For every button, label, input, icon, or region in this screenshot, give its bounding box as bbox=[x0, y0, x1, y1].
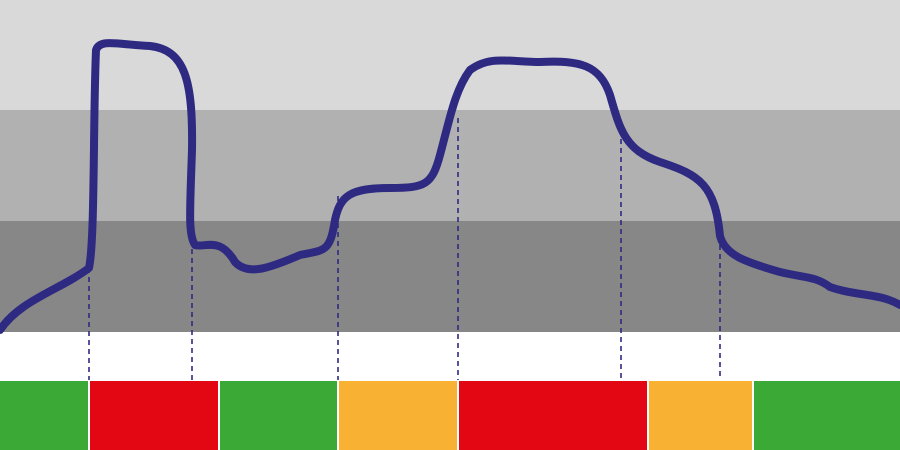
segment-red-1 bbox=[90, 381, 218, 450]
transition-lines bbox=[88, 118, 721, 380]
band-low bbox=[0, 221, 900, 332]
segment-orange-2 bbox=[649, 381, 752, 450]
segment-green-3 bbox=[754, 381, 900, 450]
segment-orange-1 bbox=[339, 381, 457, 450]
segment-red-2 bbox=[459, 381, 647, 450]
segment-green-1 bbox=[0, 381, 88, 450]
band-high bbox=[0, 0, 900, 110]
segment-green-2 bbox=[220, 381, 337, 450]
level-curve bbox=[0, 39, 900, 334]
state-bar bbox=[0, 381, 900, 450]
